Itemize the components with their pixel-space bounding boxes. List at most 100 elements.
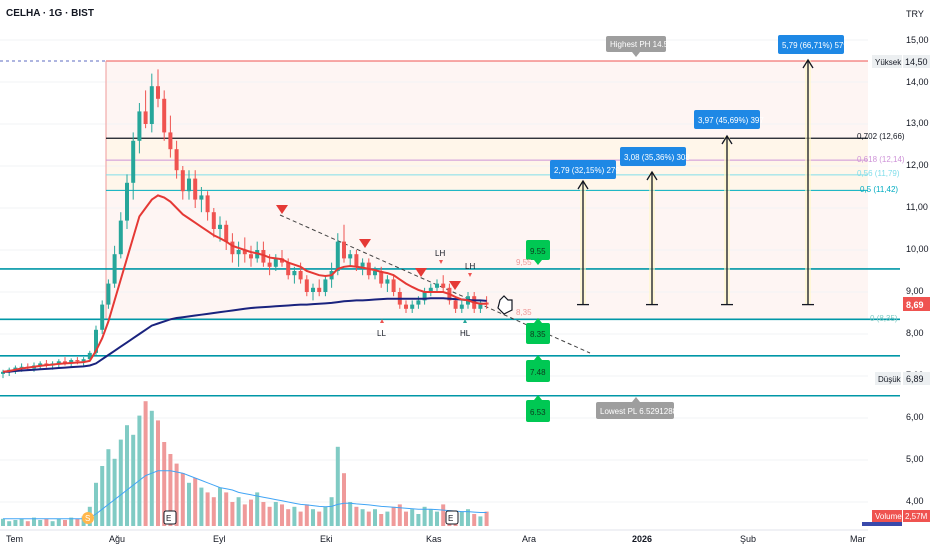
level-box-text: 7.48 [530,368,546,377]
high-label-box [872,55,902,68]
volume-bar [379,514,384,526]
time-tick: Eyl [213,534,226,544]
current-price-box [903,297,930,311]
highest-callout[interactable]: Highest PH 14.5 [606,36,669,57]
candle-body [143,111,148,124]
high-value-box [903,55,930,68]
volume-bar [1,518,5,526]
earnings-event-icon[interactable]: E [445,510,459,525]
candle-body [125,182,129,221]
earnings-event-box [445,510,459,525]
volume-bar [416,514,421,526]
pivot-marker [463,319,467,323]
volume-bar [211,497,216,526]
earnings-event-box [163,510,177,525]
volume-bar [63,520,67,526]
candle-body [373,271,377,276]
volume-bar [75,518,80,526]
volume-bar [7,521,12,526]
target-callout-text: 5,79 (66,71%) 579 [782,41,848,50]
candle-body [38,363,43,366]
volume-bar [397,504,402,526]
pivot-marker [380,319,384,323]
volume-bar [44,518,49,526]
pivot-label: HL [460,329,471,338]
level-box[interactable]: 6.53 [526,395,550,422]
candle-body [56,361,61,364]
target-callout-box [550,160,616,179]
volume-bar [441,504,446,526]
earnings-event-icon[interactable]: E [163,510,177,525]
level-box-text: 6.53 [530,408,546,417]
candle-body [453,300,458,309]
candles [1,69,489,379]
candle-body [149,86,154,124]
volume-bar [255,492,260,526]
time-tick: Ağu [109,534,125,544]
target-callout[interactable]: 3,08 (35,36%) 308 [620,147,690,166]
sell-signal-icon [359,239,371,248]
level-box-rect [526,360,550,382]
volume-label: Volume [875,512,902,521]
volume-bar [100,466,105,526]
target-callout-text: 3,08 (35,36%) 308 [624,153,690,162]
candle-body [236,250,241,255]
candle-body [416,300,421,305]
volume-bar [143,401,148,526]
price-tick: 15,00 [906,35,929,45]
volume-bar [298,511,303,526]
event-label: S [85,514,90,523]
low-label-box [875,372,901,385]
grid [0,39,868,503]
target-arrow-head [802,58,814,69]
target-callout[interactable]: 3,97 (45,69%) 397 [694,110,764,129]
volume-bar [205,492,210,526]
candle-body [137,111,142,141]
volume-bar [168,454,173,526]
target-callout[interactable]: 2,79 (32,15%) 279 [550,160,620,179]
volume-value-box [903,510,930,522]
volume-bar [32,517,36,526]
volume-bar [149,410,154,526]
level-box[interactable]: 7.48 [526,355,550,382]
volume-bar [249,499,253,526]
candle-body [404,304,408,309]
candle-body [267,262,272,267]
level-box[interactable]: 8.35 [526,318,550,344]
pivot-label: LH [465,262,475,271]
highest-callout-text: Highest PH 14.5 [610,40,669,49]
level-box-rect [526,323,550,344]
time-tick: Tem [6,534,23,544]
candle-body [100,304,105,330]
time-axis[interactable]: Tem Ağu Eyl Eki Kas Ara 2026 Şub Mar [0,529,868,544]
volume-bar [459,511,464,526]
candle-body [13,367,18,370]
high-value: 14,50 [905,57,928,67]
price-axis[interactable]: 15,00 14,00 13,00 12,00 11,00 10,00 9,00… [872,35,930,506]
candle-body [354,254,359,267]
price-tick: 14,00 [906,77,929,87]
price-tick: 5,00 [906,454,924,464]
price-tick: 9,00 [906,286,924,296]
target-callout[interactable]: 5,79 (66,71%) 579 [778,35,848,54]
volume-bar [317,511,322,526]
time-tick: Şub [740,534,756,544]
time-tick: Mar [850,534,866,544]
volume-bar [38,520,43,526]
lowest-callout[interactable]: Lowest PL 6.52912884 [596,397,682,419]
volume-bar [366,511,371,526]
pivot-marker [439,260,443,264]
volume-bar [354,506,359,526]
candle-body [1,371,5,374]
fib-label: 0,702 (12,66) [857,132,905,141]
level-box[interactable]: 9.55 [526,240,550,265]
candle-body [180,170,185,192]
volume-bar [422,506,427,526]
candle-body [211,212,216,229]
volume-bar [472,514,477,526]
volume-bar [193,478,198,526]
split-event-icon[interactable]: S [82,512,94,524]
volume-bar [311,509,315,526]
volume-bar [261,502,266,526]
